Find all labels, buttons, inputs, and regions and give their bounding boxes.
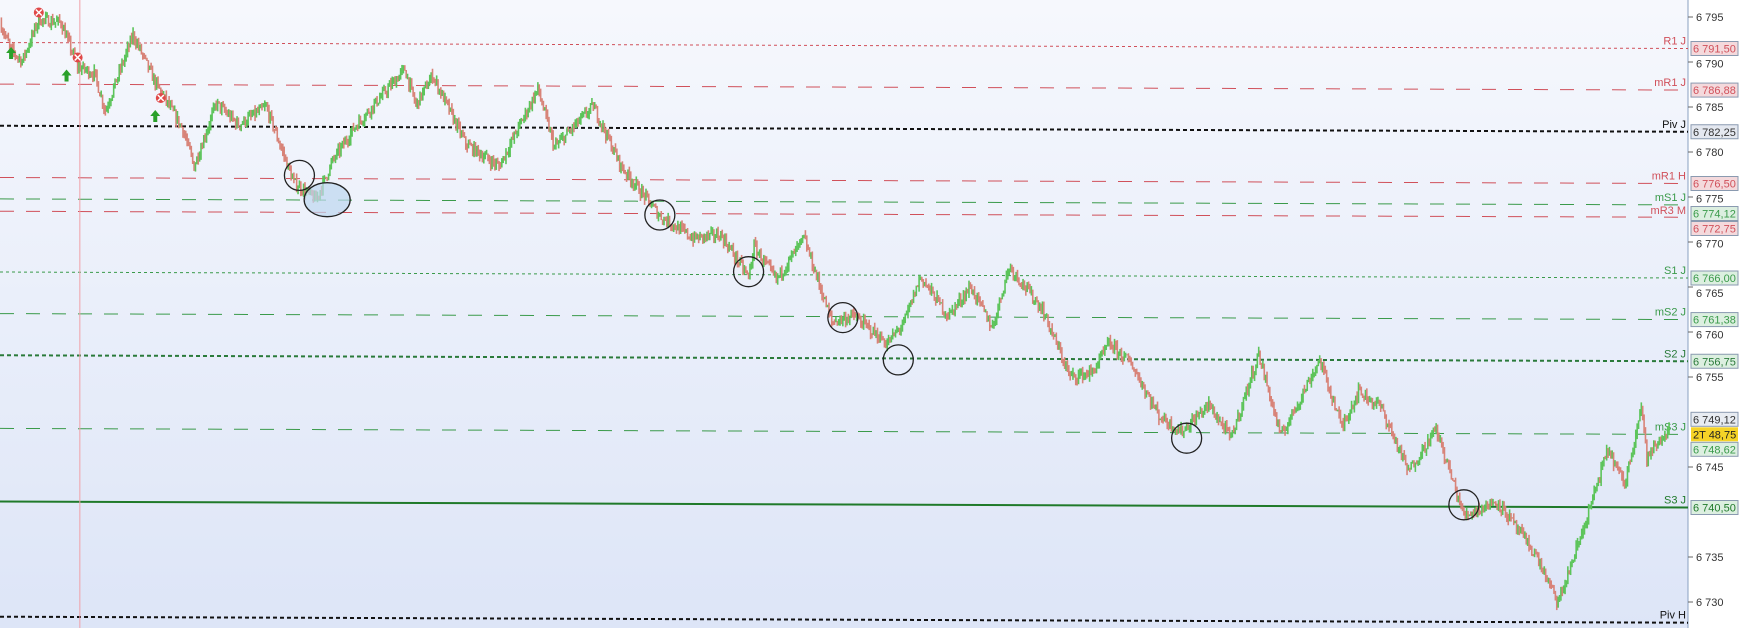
level-line-s1-j <box>0 271 1689 279</box>
level-label: Piv H <box>1660 610 1686 622</box>
axis-tick-label: 6 735 <box>1696 552 1724 564</box>
level-value: 6 766,00 <box>1693 273 1736 285</box>
annotation-circle <box>827 301 859 334</box>
level-value: 6 776,50 <box>1693 179 1736 191</box>
level-label: mR3 M <box>1651 205 1686 217</box>
buy-arrow-up-icon <box>61 69 72 82</box>
level-value-box <box>1690 206 1739 221</box>
axis-tick-label: 6 745 <box>1696 462 1724 474</box>
level-value-box <box>1690 221 1739 236</box>
level-line-ms1-j <box>0 198 1689 206</box>
level-value-box <box>1690 441 1739 457</box>
close-x-icon <box>157 94 165 102</box>
level-line-s3-j <box>0 500 1689 509</box>
level-line-mr3-m <box>0 210 1689 218</box>
current-price-text: 2T 48,75 <box>1693 429 1736 441</box>
level-line-s2-j <box>0 354 1689 363</box>
level-label: S1 J <box>1664 265 1686 277</box>
level-value: 6 786,88 <box>1693 85 1736 97</box>
level-value: 6 756,75 <box>1693 356 1736 368</box>
level-label: S3 J <box>1664 495 1686 507</box>
level-value-box <box>1690 270 1739 286</box>
level-value: 6 791,50 <box>1693 44 1736 56</box>
level-value: 6 748,62 <box>1693 444 1736 456</box>
buy-arrow-up-icon <box>150 110 161 122</box>
level-value-box <box>1690 500 1739 515</box>
level-label: mR1 H <box>1652 171 1686 183</box>
last-price: 6 749,12 <box>1693 414 1736 426</box>
close-x-icon <box>35 8 43 17</box>
level-value: 6 782,25 <box>1693 127 1736 139</box>
level-label: mS3 J <box>1655 421 1686 433</box>
annotation-circle <box>283 159 316 192</box>
axis-tick-label: 6 730 <box>1696 597 1724 609</box>
level-value-box <box>1690 353 1739 369</box>
level-value: 6 740,50 <box>1693 503 1736 515</box>
annotation-circle <box>644 199 676 231</box>
level-value-box <box>1690 82 1739 98</box>
level-label: Piv J <box>1662 119 1686 131</box>
level-value: 6 761,38 <box>1693 315 1736 327</box>
annotation-circle <box>303 182 351 218</box>
level-line-r1-j <box>0 42 1689 49</box>
annotation-circle <box>1170 422 1203 454</box>
axis-tick-label: 6 760 <box>1696 330 1724 342</box>
close-x-icon <box>74 53 82 62</box>
level-label: S2 J <box>1664 348 1686 360</box>
axis-tick-label: 6 795 <box>1696 12 1724 24</box>
level-value-box <box>1690 176 1739 191</box>
level-label: R1 J <box>1663 36 1686 48</box>
axis-tick-label: 6 775 <box>1696 194 1724 206</box>
level-line-piv-j <box>0 124 1689 133</box>
level-line-piv-h <box>0 615 1689 624</box>
level-line-ms3-j <box>0 427 1689 435</box>
level-label: mS1 J <box>1655 192 1686 204</box>
level-value: 6 774,12 <box>1693 209 1736 221</box>
level-value: 6 772,75 <box>1693 224 1736 236</box>
axis-tick-label: 6 765 <box>1696 288 1724 300</box>
level-value-box <box>1690 124 1739 140</box>
axis-tick-label: 6 785 <box>1696 102 1724 114</box>
annotation-circle <box>882 344 914 376</box>
level-line-mr1-j <box>0 83 1689 91</box>
level-value-box <box>1690 41 1739 56</box>
annotation-circle <box>732 256 765 288</box>
axis-tick-label: 6 780 <box>1696 147 1724 159</box>
annotation-circle <box>1448 489 1480 521</box>
current-price-text-box <box>1691 427 1738 442</box>
level-label: mR1 J <box>1654 77 1686 89</box>
level-label: mS2 J <box>1655 307 1686 319</box>
buy-arrow-up-icon <box>6 47 17 59</box>
last-price-box <box>1690 411 1739 427</box>
axis-tick-label: 6 755 <box>1696 372 1724 384</box>
axis-tick-label: 6 770 <box>1696 239 1724 251</box>
axis-tick-label: 6 790 <box>1696 59 1724 71</box>
level-line-mr1-h <box>0 177 1689 184</box>
level-value-box <box>1690 312 1739 328</box>
